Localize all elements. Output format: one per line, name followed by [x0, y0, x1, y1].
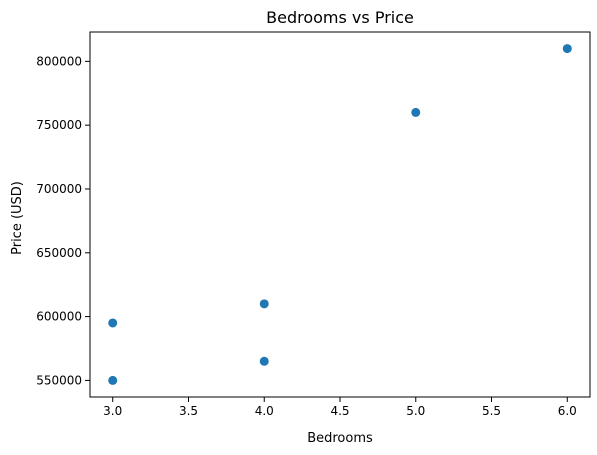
x-tick-label: 3.5 — [179, 404, 198, 418]
x-tick-label: 4.0 — [255, 404, 274, 418]
data-point — [108, 318, 118, 328]
y-tick-label: 750000 — [36, 118, 82, 132]
x-tick-label: 5.5 — [482, 404, 501, 418]
x-tick-label: 5.0 — [406, 404, 425, 418]
y-tick-label: 550000 — [36, 373, 82, 387]
data-point — [562, 44, 572, 54]
x-tick-label: 4.5 — [330, 404, 349, 418]
data-point — [411, 107, 421, 117]
data-points — [108, 44, 572, 385]
y-tick-label: 650000 — [36, 246, 82, 260]
x-tick-label: 3.0 — [103, 404, 122, 418]
plot-area — [89, 31, 591, 398]
x-axis-label: Bedrooms — [307, 431, 373, 446]
y-tick-label: 800000 — [36, 54, 82, 68]
y-tick-label: 600000 — [36, 310, 82, 324]
data-point — [108, 375, 118, 385]
y-axis-ticks: 550000 600000 650000 700000 750000 800000 — [36, 54, 90, 387]
x-tick-label: 6.0 — [558, 404, 577, 418]
x-axis-ticks: 3.0 3.5 4.0 4.5 5.0 5.5 6.0 — [103, 397, 577, 418]
y-tick-label: 700000 — [36, 182, 82, 196]
data-point — [259, 356, 269, 366]
data-point — [259, 299, 269, 309]
plot-frame — [89, 31, 591, 398]
y-axis-label: Price (USD) — [10, 181, 25, 255]
chart-title: Bedrooms vs Price — [266, 8, 414, 27]
